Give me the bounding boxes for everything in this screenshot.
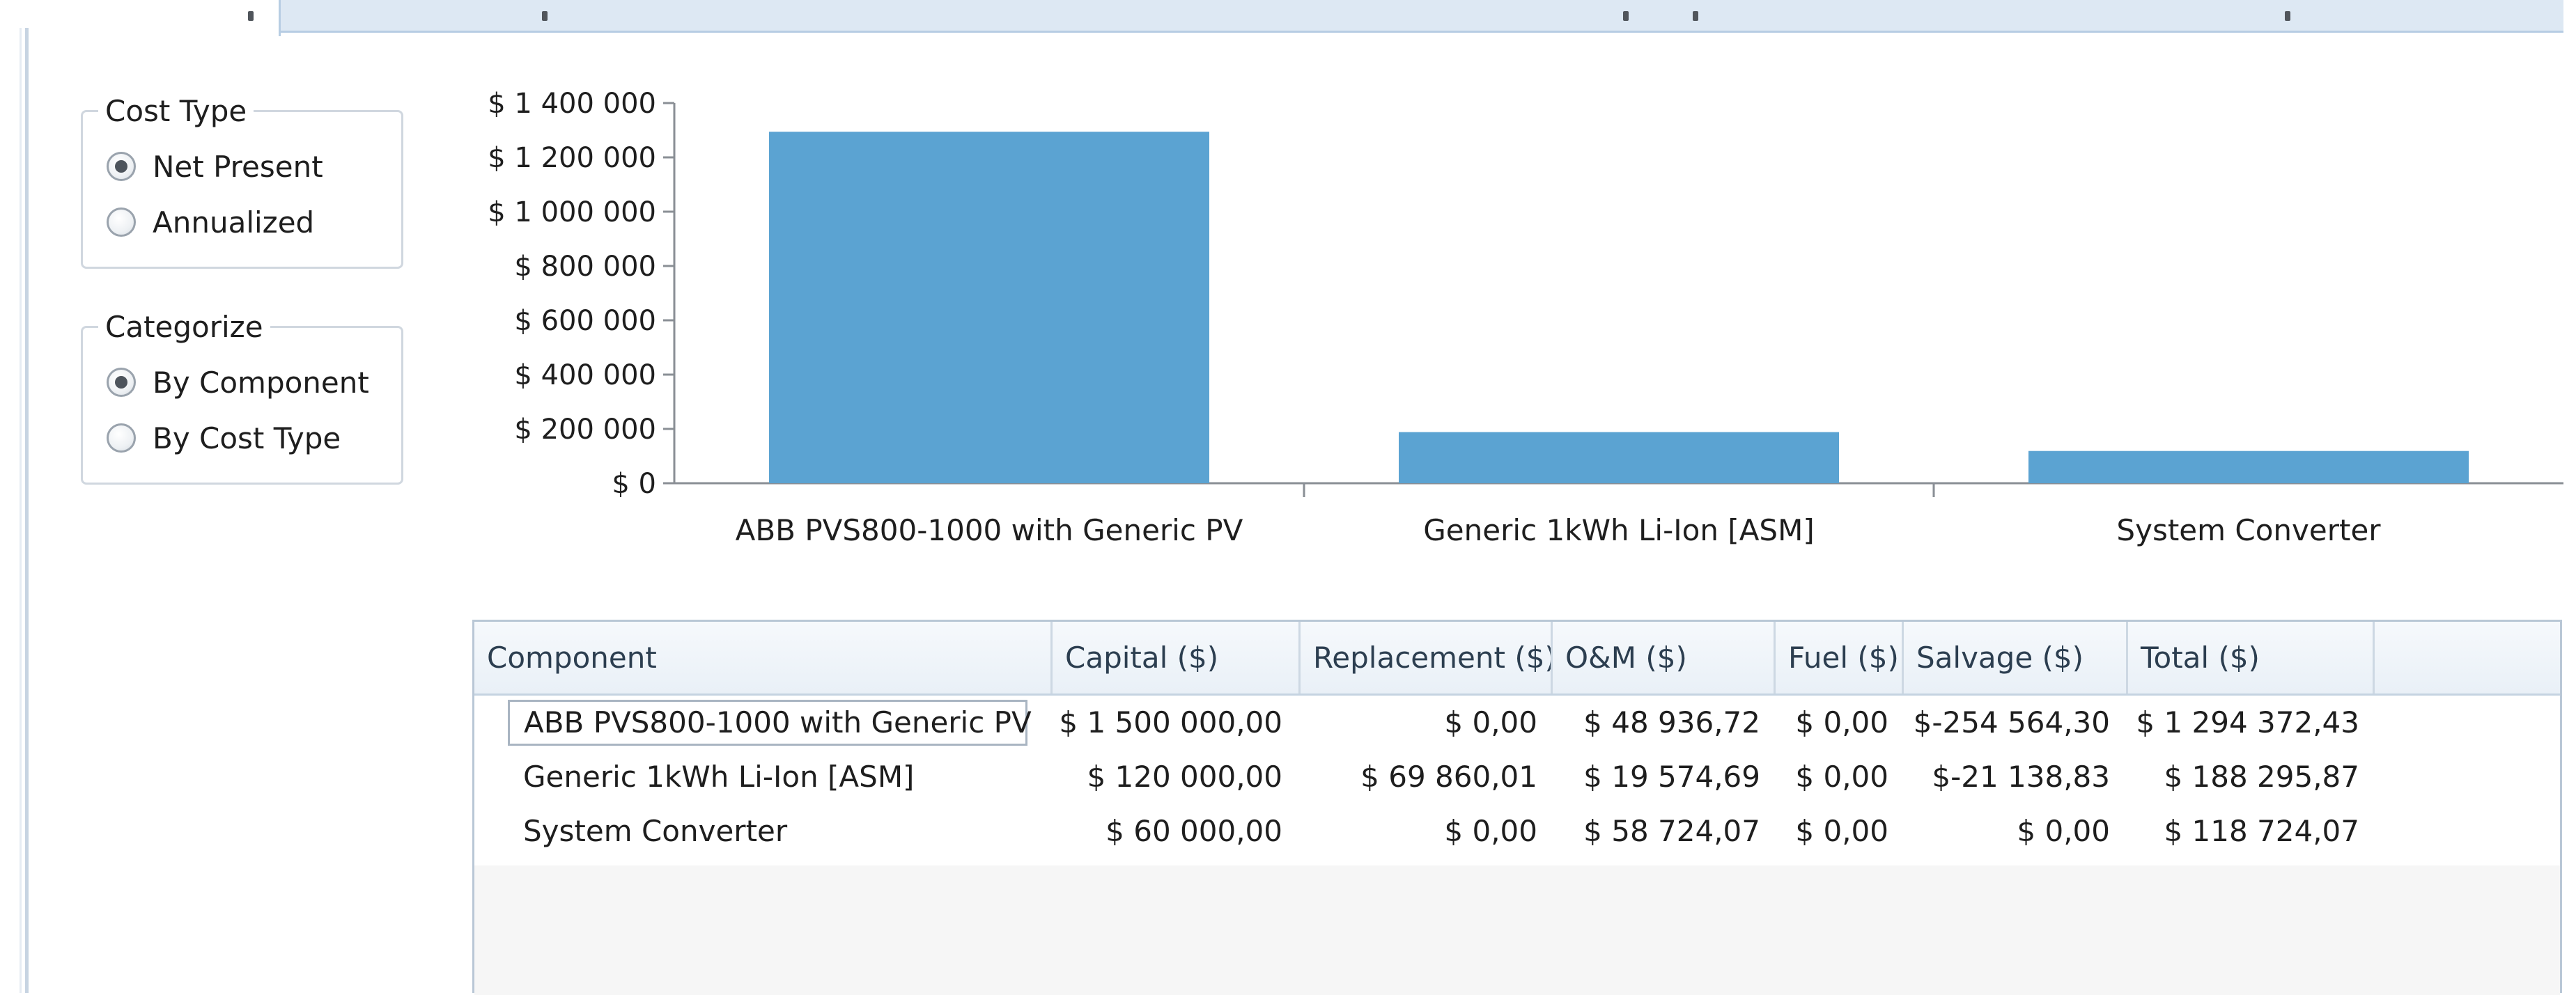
- column-header-component[interactable]: Component: [474, 622, 1053, 694]
- column-header-salvage[interactable]: Salvage ($): [1904, 622, 2128, 694]
- cost-type-group: Cost Type Net Present Annualized: [81, 94, 403, 269]
- cell-replacement: $ 0,00: [1444, 705, 1537, 739]
- annualized-label: Annualized: [153, 205, 315, 240]
- cost-type-title: Cost Type: [98, 94, 254, 129]
- column-header-replacement[interactable]: Replacement ($): [1301, 622, 1553, 694]
- net-present-radio[interactable]: Net Present: [107, 147, 323, 186]
- cell-total: $ 1 294 372,43: [2136, 705, 2359, 739]
- column-header-capital[interactable]: Capital ($): [1053, 622, 1301, 694]
- tab-strip: [0, 0, 2576, 36]
- cell-om: $ 19 574,69: [1583, 760, 1760, 794]
- y-tick-label: $ 0: [612, 468, 656, 500]
- radio-button-icon[interactable]: [107, 423, 136, 453]
- cell-fuel: $ 0,00: [1795, 814, 1888, 848]
- cell-om: $ 58 724,07: [1583, 814, 1760, 848]
- column-header-om[interactable]: O&M ($): [1553, 622, 1776, 694]
- column-header-filler: [2375, 622, 2564, 694]
- x-category-label: System Converter: [2116, 513, 2381, 547]
- bar: [2028, 451, 2469, 483]
- tab-label-fragment: [2285, 11, 2290, 21]
- y-tick-label: $ 1 000 000: [488, 196, 656, 228]
- by-component-label: By Component: [153, 365, 369, 400]
- cell-capital: $ 120 000,00: [1087, 760, 1282, 794]
- categorize-group: Categorize By Component By Cost Type: [81, 310, 403, 485]
- radio-button-icon[interactable]: [107, 207, 136, 237]
- table-row[interactable]: Generic 1kWh Li-Ion [ASM] $ 120 000,00 $ 6…: [474, 750, 2560, 804]
- by-cost-type-label: By Cost Type: [153, 421, 341, 455]
- cell-salvage: $ 0,00: [2017, 814, 2110, 848]
- y-tick-label: $ 1 200 000: [488, 142, 656, 174]
- table-header: Component Capital ($) Replacement ($) O&…: [474, 622, 2560, 696]
- table-row[interactable]: ABB PVS800-1000 with Generic PV $ 1 500 0…: [474, 696, 2560, 750]
- net-present-label: Net Present: [153, 149, 323, 184]
- cell-salvage: $-21 138,83: [1932, 760, 2110, 794]
- cell-total: $ 118 724,07: [2164, 814, 2359, 848]
- by-cost-type-radio[interactable]: By Cost Type: [107, 418, 341, 457]
- cell-replacement: $ 69 860,01: [1360, 760, 1537, 794]
- y-tick-label: $ 1 400 000: [488, 88, 656, 120]
- table-body: ABB PVS800-1000 with Generic PV $ 1 500 0…: [474, 696, 2560, 902]
- y-tick-label: $ 600 000: [514, 305, 656, 337]
- bar-chart-svg: $ 0 $ 200 000 $ 400 000 $ 600 000 $ 800 000 $…: [488, 88, 2563, 547]
- column-header-fuel[interactable]: Fuel ($): [1776, 622, 1904, 694]
- x-category-label: ABB PVS800-1000 with Generic PV: [736, 513, 1243, 547]
- tab-label-fragment: [1623, 11, 1629, 21]
- cost-table: Component Capital ($) Replacement ($) O&…: [472, 620, 2562, 995]
- tab-label-fragment: [542, 11, 548, 21]
- tab-bar: [279, 0, 2563, 33]
- x-category-label: Generic 1kWh Li-Ion [ASM]: [1423, 513, 1814, 547]
- active-tab[interactable]: [35, 0, 281, 36]
- cell-capital: $ 1 500 000,00: [1059, 705, 1282, 739]
- tab-label-fragment: [1693, 11, 1698, 21]
- y-tick-label: $ 200 000: [514, 414, 656, 446]
- radio-button-icon[interactable]: [107, 368, 136, 397]
- table-row[interactable]: System Converter $ 60 000,00 $ 0,00 $ 58 72…: [474, 804, 2560, 859]
- cell-capital: $ 60 000,00: [1105, 814, 1282, 848]
- tab-label-fragment: [248, 11, 254, 21]
- cell-total: $ 188 295,87: [2164, 760, 2359, 794]
- panel-border: [20, 28, 22, 993]
- cell-salvage: $-254 564,30: [1913, 705, 2110, 739]
- by-component-radio[interactable]: By Component: [107, 363, 369, 402]
- cell-component: Generic 1kWh Li-Ion [ASM]: [523, 760, 915, 794]
- cost-summary-chart: $ 0 $ 200 000 $ 400 000 $ 600 000 $ 800 000 $…: [446, 84, 2576, 571]
- radio-button-icon[interactable]: [107, 152, 136, 181]
- column-header-total[interactable]: Total ($): [2128, 622, 2375, 694]
- cell-component: ABB PVS800-1000 with Generic PV: [508, 700, 1032, 746]
- table-empty-area: [474, 865, 2560, 995]
- y-tick-label: $ 400 000: [514, 359, 656, 391]
- cell-component: System Converter: [523, 814, 788, 848]
- bar: [769, 132, 1209, 483]
- y-tick-label: $ 800 000: [514, 251, 656, 283]
- categorize-title: Categorize: [98, 310, 270, 345]
- cell-fuel: $ 0,00: [1795, 760, 1888, 794]
- panel-border: [25, 28, 29, 993]
- cell-fuel: $ 0,00: [1795, 705, 1888, 739]
- bar: [1399, 432, 1839, 483]
- cell-replacement: $ 0,00: [1444, 814, 1537, 848]
- annualized-radio[interactable]: Annualized: [107, 203, 314, 242]
- cell-om: $ 48 936,72: [1583, 705, 1760, 739]
